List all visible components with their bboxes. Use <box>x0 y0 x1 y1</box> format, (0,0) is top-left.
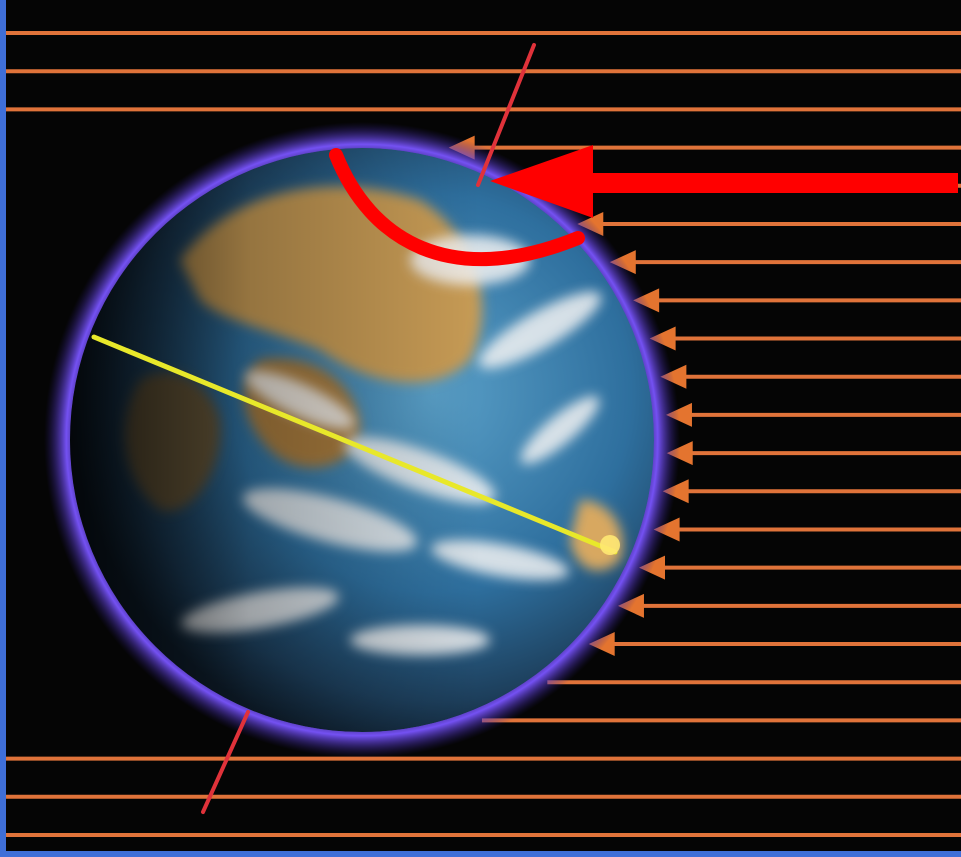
equator-highlight <box>600 535 620 555</box>
rotation-axis-top <box>476 43 536 187</box>
rotation-axis-bottom <box>201 710 250 814</box>
incoming-ray-arrow <box>490 145 958 218</box>
equator-line <box>91 334 618 555</box>
curved-arrow <box>329 148 585 267</box>
